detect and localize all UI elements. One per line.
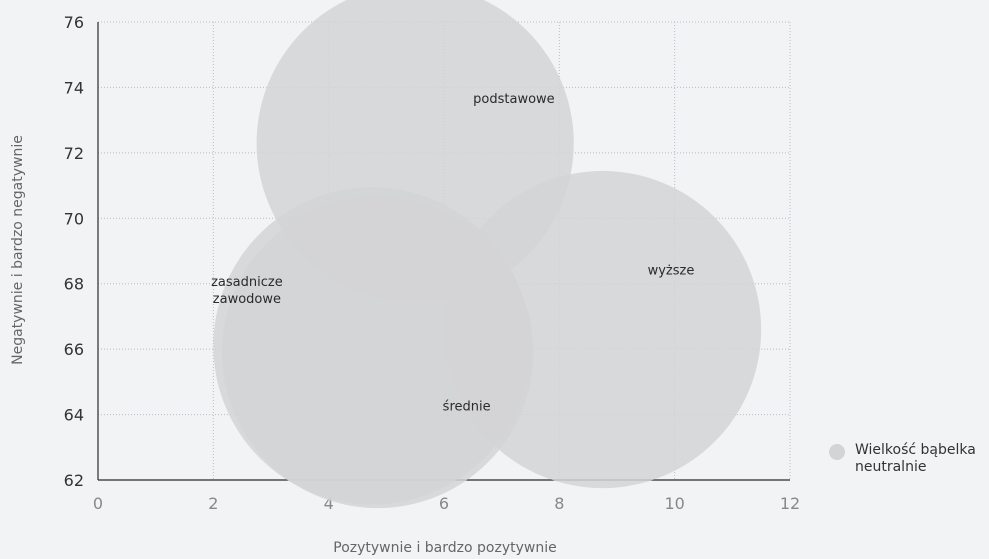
y-tick-label: 66 [64,340,84,359]
bubble-label: zasadnicze zawodowe [211,275,283,307]
legend-sublabel: neutralnie [855,459,927,475]
legend-label: Wielkość bąbelka [855,442,976,458]
bubble-label: podstawowe [473,92,555,107]
y-tick-label: 68 [64,275,84,294]
legend: Wielkość bąbelka neutralnie [829,442,976,476]
x-axis-title: Pozytywnie i bardzo pozytywnie [333,540,556,556]
x-tick-label: 12 [780,494,800,513]
x-tick-label: 10 [664,494,684,513]
y-tick-label: 62 [64,471,84,490]
bubble-3 [444,170,762,489]
x-tick-label: 6 [439,494,449,513]
y-tick-label: 76 [64,13,84,32]
legend-swatch [829,444,845,460]
y-tick-label: 64 [64,406,84,425]
x-tick-label: 2 [208,494,218,513]
bubble-label: średnie [443,399,491,414]
y-tick-label: 74 [64,78,84,97]
x-tick-label: 0 [93,494,103,513]
y-tick-label: 72 [64,144,84,163]
bubbles-layer [213,0,762,509]
y-axis-title: Negatywnie i bardzo negatywnie [10,135,26,365]
bubble-labels-layer: podstawowe zasadnicze zawodowe średnie wyższ… [211,92,694,414]
bubble-label: wyższe [648,264,695,279]
x-tick-label: 4 [324,494,334,513]
y-tick-label: 70 [64,209,84,228]
x-tick-label: 8 [554,494,564,513]
